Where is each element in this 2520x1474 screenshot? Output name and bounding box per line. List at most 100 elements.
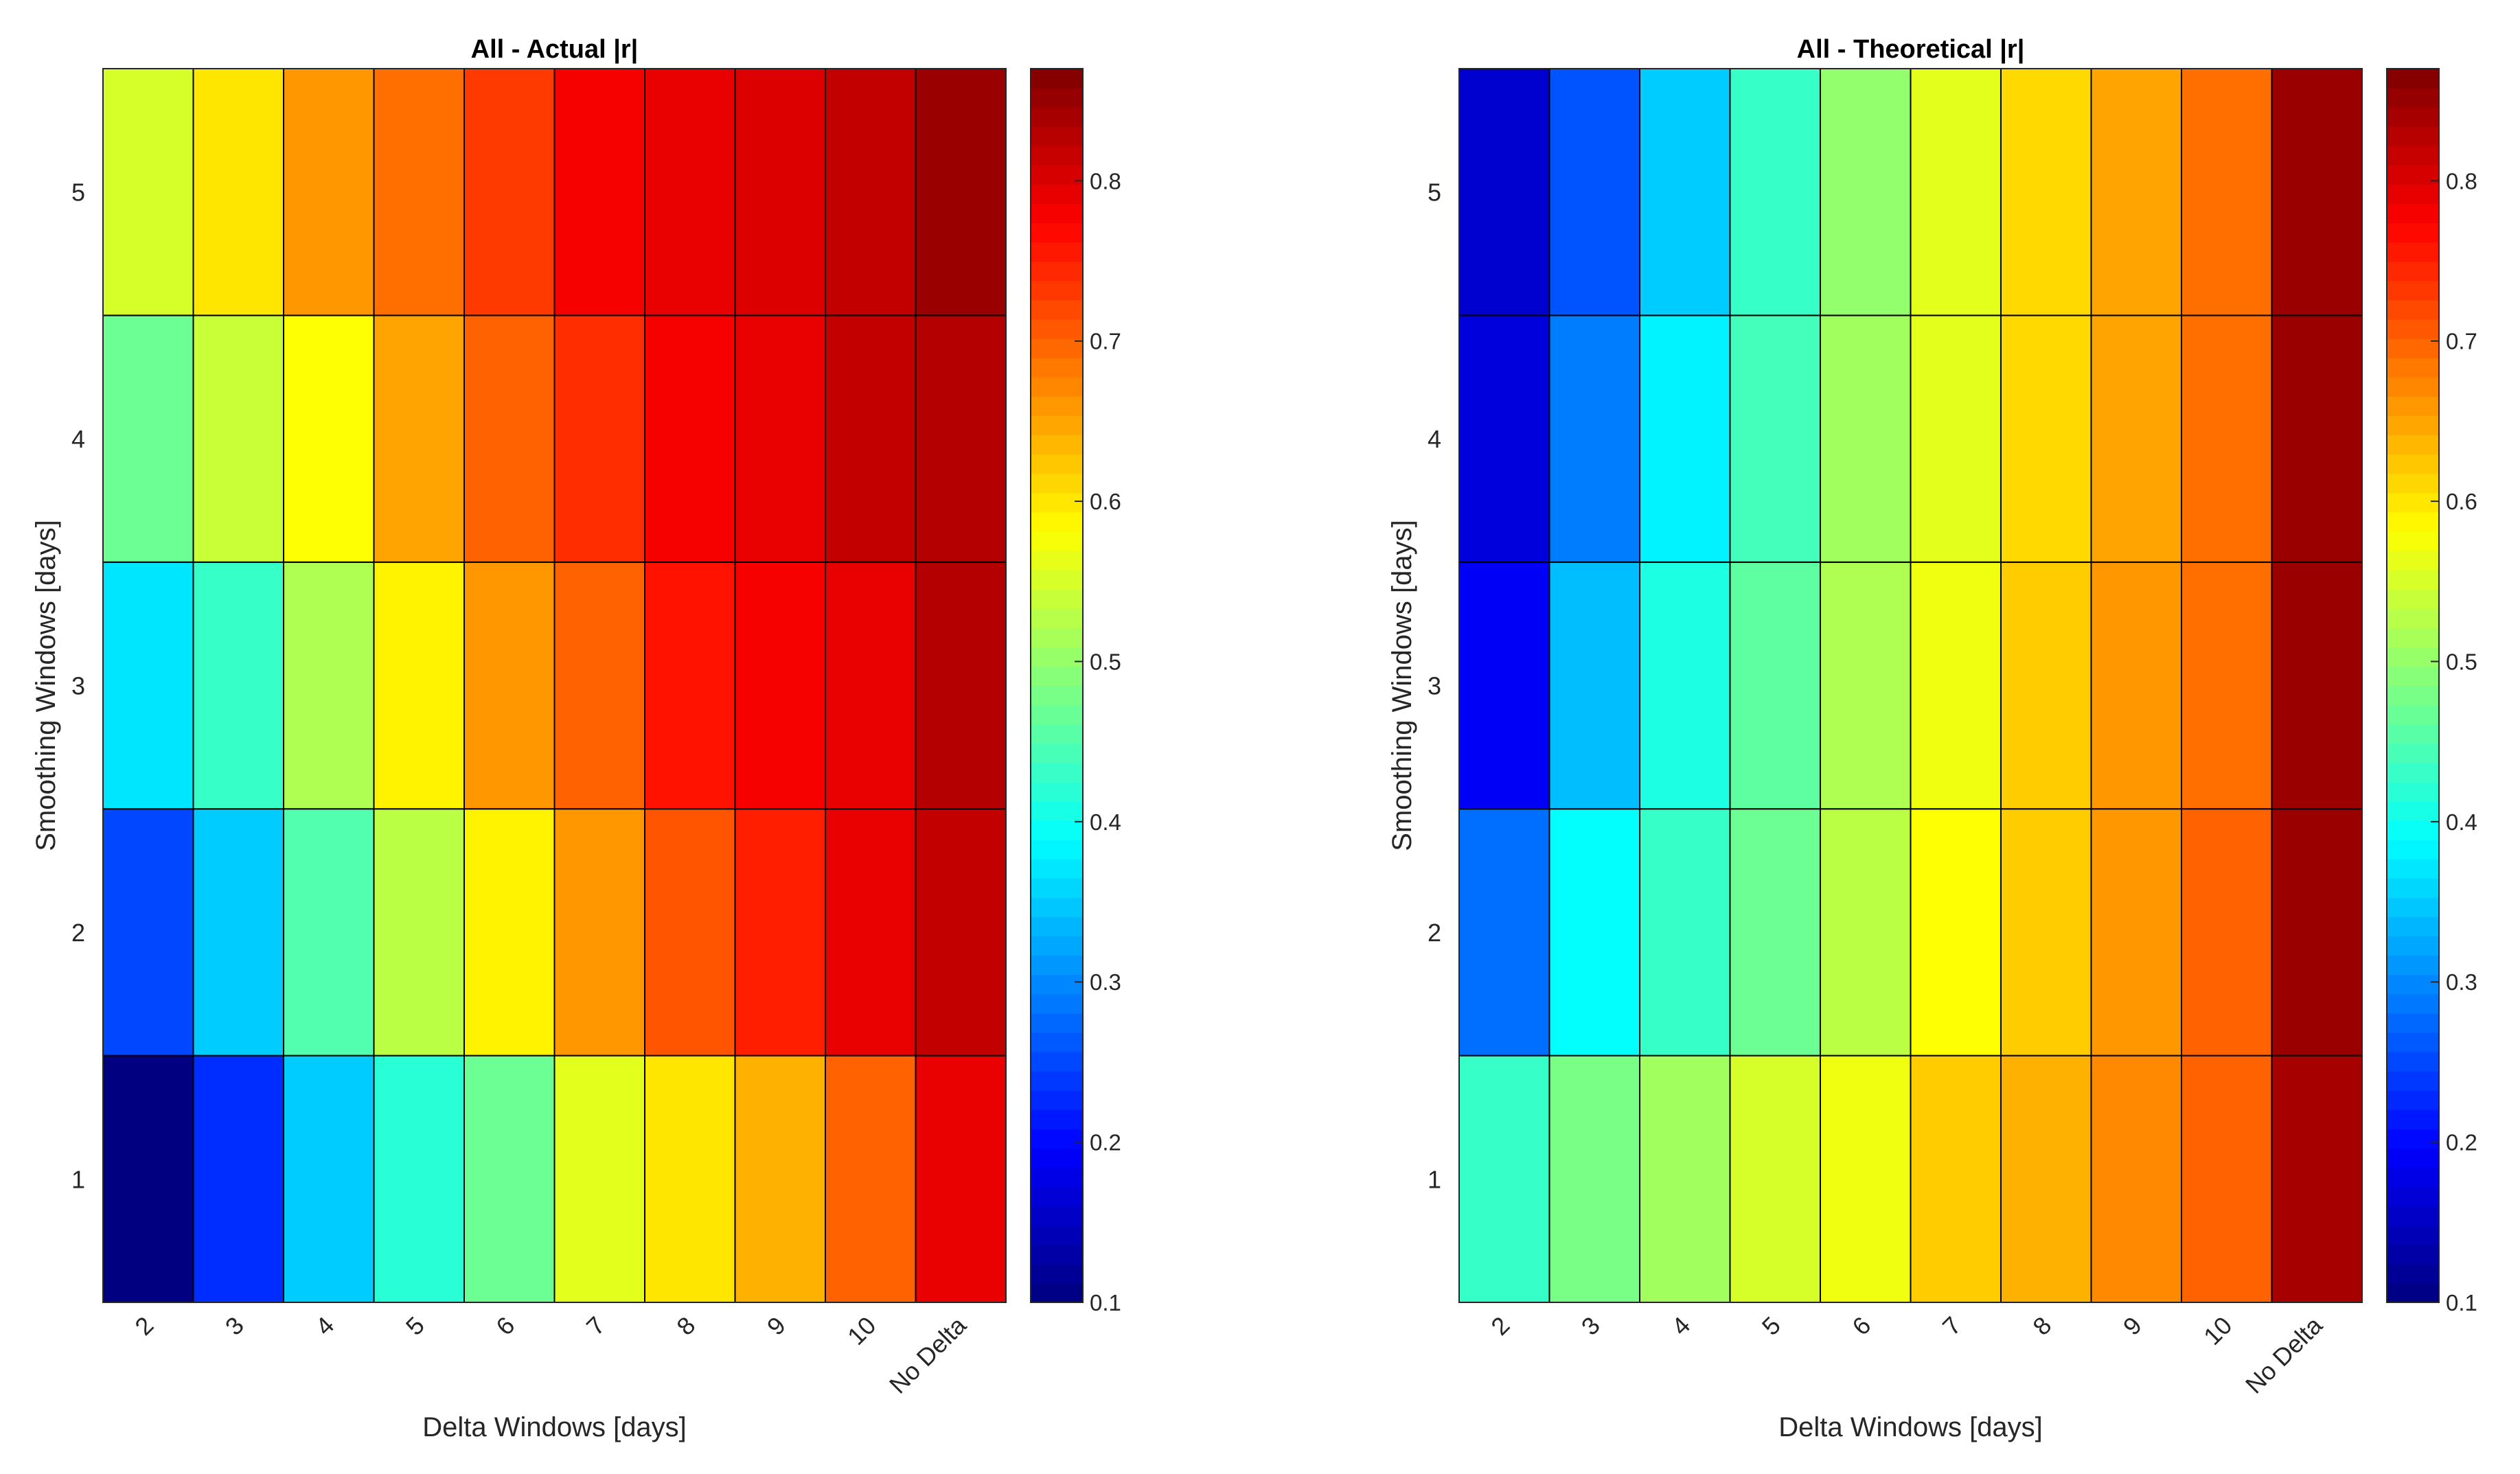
heatmap-cell (1820, 561, 1912, 810)
heatmap-cell (1910, 808, 2002, 1057)
heatmap-cell (192, 808, 284, 1057)
x-axis-label: Delta Windows [days] (1778, 1412, 2043, 1442)
heatmap-cell (373, 808, 465, 1057)
colorbar-band (2387, 550, 2439, 571)
heatmap-cell (644, 68, 736, 316)
colorbar-band (1031, 1090, 1083, 1110)
heatmap-cell (1458, 808, 1550, 1057)
colorbar-tick-label: 0.6 (1090, 489, 1121, 514)
heatmap-cell (734, 1055, 826, 1303)
heatmap-cell (2090, 561, 2182, 810)
heatmap-cell (1548, 808, 1640, 1057)
colorbar-band (1031, 377, 1083, 397)
colorbar-band (1031, 936, 1083, 956)
colorbar-band (1031, 820, 1083, 840)
heatmap-cell (734, 808, 826, 1057)
chart-title: All - Actual |r| (471, 35, 639, 64)
colorbar-tick-label: 0.2 (1090, 1130, 1121, 1155)
colorbar-band (2387, 974, 2439, 995)
heatmap-cell (734, 314, 826, 563)
x-axis-label: Delta Windows [days] (422, 1412, 687, 1442)
heatmap-cell (283, 1055, 375, 1303)
colorbar-band (1031, 647, 1083, 667)
heatmap-cell (1729, 314, 1821, 563)
heatmap-cell (1548, 1055, 1640, 1303)
colorbar-band (2387, 1186, 2439, 1207)
heatmap-cell (463, 561, 555, 810)
colorbar-band (1031, 1013, 1083, 1033)
colorbar-band (2387, 955, 2439, 976)
colorbar-band (1031, 415, 1083, 436)
heatmap-cell (2181, 314, 2273, 563)
heatmap-cell (1910, 314, 2002, 563)
heatmap-cell (644, 1055, 736, 1303)
heatmap-cell (2271, 561, 2363, 810)
colorbar-band (1031, 1032, 1083, 1052)
colorbar-band (2387, 531, 2439, 551)
y-tick-label: 2 (71, 919, 85, 947)
heatmap-cell (553, 561, 645, 810)
heatmap-cell (102, 808, 194, 1057)
colorbar-band (1031, 165, 1083, 185)
colorbar-band (2387, 88, 2439, 108)
colorbar-frame (2386, 68, 2440, 1303)
heatmap-cell (1820, 808, 1912, 1057)
colorbar-band (1031, 743, 1083, 763)
colorbar-band (2387, 666, 2439, 687)
heatmap-cell (373, 68, 465, 316)
colorbar-band (2387, 473, 2439, 494)
heatmap-cell (2090, 808, 2182, 1057)
heatmap-cell (553, 68, 645, 316)
colorbar-band (2387, 511, 2439, 532)
colorbar-frame (1030, 68, 1084, 1303)
colorbar-band (2387, 1282, 2439, 1303)
colorbar-band (1031, 146, 1083, 165)
colorbar-tick-label: 0.6 (2446, 489, 2477, 514)
colorbar-band (2387, 570, 2439, 590)
colorbar-band (2387, 936, 2439, 956)
heatmap-cell (2271, 1055, 2363, 1303)
colorbar-band (2387, 261, 2439, 281)
colorbar-band (1031, 589, 1083, 609)
heatmap-cell (1729, 1055, 1821, 1303)
colorbar-band (1031, 974, 1083, 995)
colorbar-band (1031, 107, 1083, 127)
heatmap-cell (1820, 68, 1912, 316)
colorbar-band (2387, 1225, 2439, 1245)
heatmap-cell (825, 314, 917, 563)
colorbar-band (1031, 126, 1083, 146)
colorbar-band (2387, 338, 2439, 358)
heatmap-cell (1639, 314, 1731, 563)
colorbar-tick-label: 0.3 (2446, 969, 2477, 995)
colorbar-band (2387, 820, 2439, 840)
colorbar-band (1031, 1282, 1083, 1303)
colorbar-tick-label: 0.4 (2446, 809, 2477, 835)
heatmap-cell (1910, 68, 2002, 316)
colorbar-band (2387, 242, 2439, 262)
colorbar-band (2387, 377, 2439, 397)
y-axis-label: Smoothing Windows [days] (31, 520, 61, 851)
heatmap-cell (825, 808, 917, 1057)
colorbar-band (1031, 666, 1083, 687)
colorbar-band (1031, 724, 1083, 744)
colorbar-band (1031, 1129, 1083, 1149)
heatmap-cell (1458, 561, 1550, 810)
colorbar-band (2387, 993, 2439, 1014)
colorbar-band (1031, 454, 1083, 474)
colorbar-band (1031, 242, 1083, 262)
heatmap-cell (2181, 808, 2273, 1057)
heatmap-cell (1458, 1055, 1550, 1303)
y-tick-label: 4 (71, 425, 85, 453)
heatmap-cell (2000, 808, 2092, 1057)
colorbar-band (2387, 859, 2439, 879)
colorbar-band (2387, 1013, 2439, 1033)
colorbar-band (1031, 781, 1083, 802)
colorbar-band (1031, 840, 1083, 860)
colorbar-band (1031, 184, 1083, 205)
heatmap-cell (102, 561, 194, 810)
y-tick-label: 3 (71, 672, 85, 700)
heatmap-cell (2090, 314, 2182, 563)
colorbar-band (1031, 762, 1083, 783)
heatmap-cell (1639, 561, 1731, 810)
